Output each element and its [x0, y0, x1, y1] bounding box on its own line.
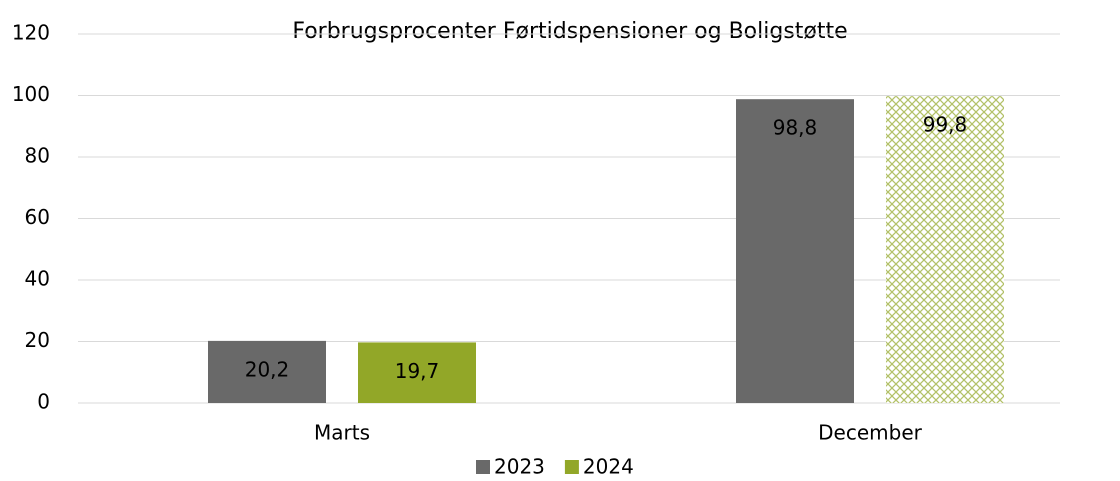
y-tick-label: 100 — [12, 82, 50, 106]
y-tick-label: 80 — [25, 144, 50, 168]
bar — [886, 96, 1004, 404]
y-tick-label: 60 — [25, 205, 50, 229]
data-label: 98,8 — [773, 116, 818, 140]
y-tick-label: 20 — [25, 328, 50, 352]
legend-label: 2024 — [583, 455, 634, 478]
y-tick-label: 0 — [37, 390, 50, 414]
x-tick-label: Marts — [314, 421, 370, 445]
data-label: 99,8 — [923, 113, 968, 137]
data-label: 19,7 — [395, 359, 440, 383]
data-label: 20,2 — [245, 357, 290, 381]
bar — [736, 99, 854, 403]
y-tick-label: 120 — [12, 21, 50, 45]
x-tick-label: December — [818, 421, 922, 445]
y-tick-label: 40 — [25, 267, 50, 291]
bar — [208, 340, 326, 403]
legend-label: 2023 — [494, 455, 545, 478]
legend-swatch — [476, 460, 490, 474]
chart-title: Forbrugsprocenter Førtidspensioner og Bo… — [292, 19, 847, 44]
legend-swatch — [564, 460, 579, 474]
bar — [358, 342, 476, 403]
